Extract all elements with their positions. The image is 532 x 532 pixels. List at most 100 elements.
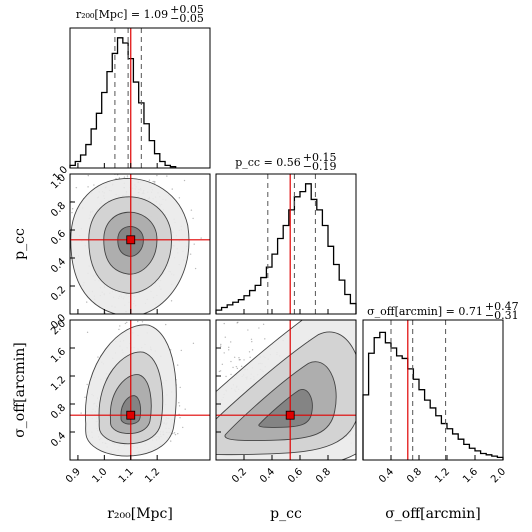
scatter-point (86, 383, 88, 386)
contours-panel-pcc-soff (216, 320, 356, 460)
scatter-point (86, 301, 88, 303)
scatter-point (372, 436, 373, 437)
contours-panel-r200-pcc (70, 174, 210, 314)
scatter-point (117, 316, 118, 317)
scatter-point (71, 211, 73, 214)
x-tick-label-pcc: 0.4 (258, 466, 277, 485)
scatter-point (361, 414, 362, 415)
x-tick-label-soff: 1.6 (461, 466, 480, 485)
scatter-point (125, 171, 126, 172)
scatter-point (230, 373, 232, 376)
scatter-point (228, 346, 230, 349)
scatter-point (119, 325, 121, 327)
scatter-point (146, 125, 147, 126)
scatter-point (187, 398, 188, 399)
y-tick-label-soff: 1.6 (49, 346, 68, 365)
scatter-point (152, 180, 154, 183)
scatter-point (368, 412, 369, 413)
scatter-point (249, 356, 251, 359)
scatter-point (117, 134, 118, 135)
scatter-point (219, 370, 222, 372)
scatter-point (153, 180, 156, 183)
histogram-r200 (69, 37, 177, 168)
scatter-point (162, 130, 163, 131)
scatter-point (190, 209, 193, 211)
scatter-point (251, 349, 254, 351)
scatter-point (171, 326, 172, 327)
scatter-point (251, 340, 253, 343)
scatter-point (111, 164, 112, 165)
scatter-point (221, 292, 222, 293)
truth-marker (126, 410, 136, 420)
y-tick-label-pcc: 0.4 (49, 256, 68, 275)
scatter-point (180, 337, 181, 338)
scatter-point (262, 323, 265, 326)
scatter-point (358, 426, 359, 427)
scatter-point (148, 179, 151, 181)
scatter-point (211, 366, 212, 367)
scatter-point (192, 217, 194, 220)
scatter-point (172, 432, 174, 435)
title-soff-upper: +0.47 (485, 300, 519, 313)
scatter-point (165, 323, 167, 326)
title-r200-lower: −0.05 (170, 12, 204, 25)
title-r200-main: r₂₀₀[Mpc] = 1.09 (76, 8, 168, 21)
scatter-point (170, 300, 173, 302)
scatter-point (221, 363, 224, 366)
scatter-point (367, 435, 368, 436)
scatter-point (238, 356, 240, 359)
scatter-point (168, 299, 169, 300)
scatter-point (118, 177, 121, 179)
scatter-point (123, 160, 124, 161)
y-axis-label-soff: σ_off[arcmin] (12, 342, 28, 438)
scatter-point (223, 352, 225, 354)
scatter-point (223, 322, 225, 325)
scatter-point (230, 341, 232, 343)
scatter-point (180, 349, 183, 352)
scatter-point (200, 237, 202, 239)
scatter-point (207, 398, 208, 399)
scatter-point (214, 395, 215, 396)
scatter-point (225, 375, 227, 378)
scatter-point (240, 365, 243, 368)
y-axis-label-pcc: p_cc (12, 228, 28, 260)
scatter-point (171, 188, 173, 190)
scatter-point (204, 388, 205, 389)
scatter-point (98, 171, 99, 172)
scatter-point (173, 432, 176, 434)
panel-frame-0-2 (69, 319, 211, 461)
scatter-point (356, 438, 357, 439)
scatter-point (166, 320, 167, 321)
scatter-point (141, 321, 144, 323)
title-soff-main: σ_off[arcmin] = 0.71 (367, 305, 483, 318)
scatter-point (250, 338, 253, 340)
x-tick-label-pcc: 0.6 (286, 466, 305, 485)
truth-marker (126, 235, 136, 245)
scatter-point (194, 267, 197, 270)
scatter-point (100, 324, 101, 325)
x-tick-label-r200: 0.9 (64, 466, 83, 485)
scatter-point (179, 386, 181, 389)
scatter-point (93, 184, 95, 186)
contour-level-4 (258, 388, 313, 428)
panel-frame-1-1 (215, 173, 357, 315)
scatter-point (174, 433, 177, 436)
scatter-point (189, 382, 190, 383)
histogram-pcc (215, 183, 357, 314)
y-tick-label-soff: 0.8 (49, 402, 68, 421)
title-soff-lower: −0.31 (485, 309, 519, 322)
histogram-soff (362, 331, 504, 460)
scatter-point (189, 253, 192, 255)
scatter-point (192, 342, 195, 345)
x-tick-label-soff: 0.8 (405, 466, 424, 485)
scatter-point (184, 408, 186, 410)
scatter-point (86, 331, 89, 334)
panel-frame-2-2 (362, 319, 504, 461)
scatter-point (214, 438, 215, 439)
scatter-point (236, 367, 239, 370)
x-axis-label-soff: σ_off[arcmin] (385, 506, 481, 522)
x-tick-label-soff: 0.4 (377, 466, 396, 485)
scatter-point (359, 417, 360, 418)
x-tick-label-r200: 1.0 (90, 466, 109, 485)
